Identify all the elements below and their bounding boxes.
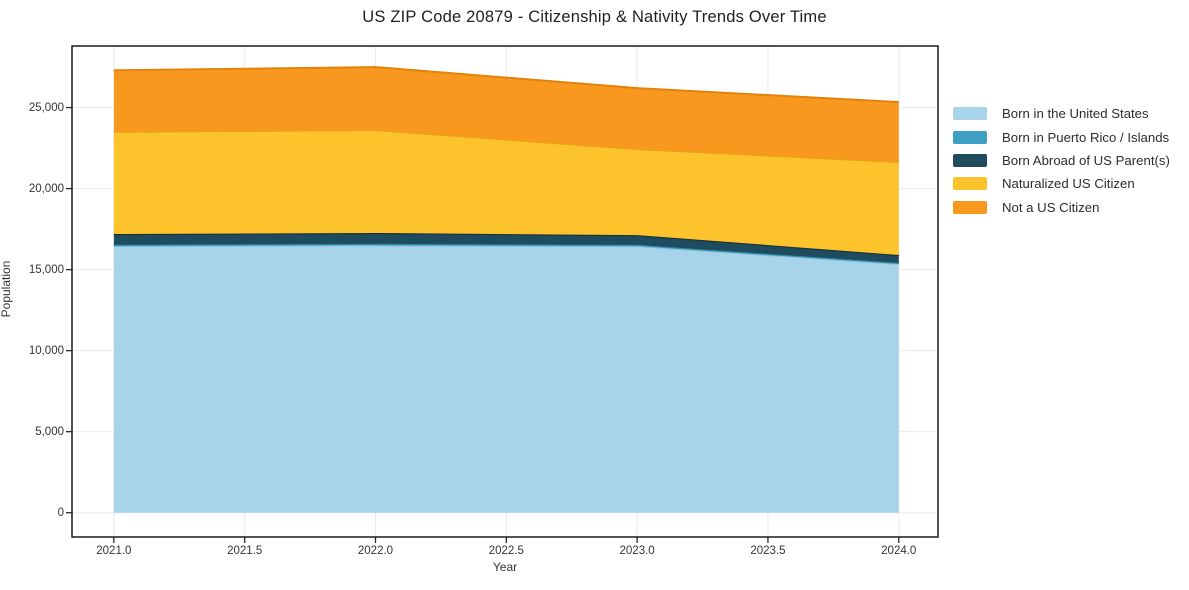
legend-label: Born Abroad of US Parent(s) (1002, 152, 1170, 168)
x-tick-label: 2023.0 (619, 545, 655, 557)
area-edge-not-a-us-citizen (113, 66, 899, 104)
area-naturalized-us-citizen (113, 130, 899, 255)
legend-item-born-in-puerto-rico-islands[interactable]: Born in Puerto Rico / Islands (953, 125, 1170, 148)
x-axis-title: Year (492, 560, 518, 574)
legend-swatch-born-abroad-of-us-parent-s (953, 153, 987, 167)
plot-border (71, 45, 939, 538)
plot-frame (71, 45, 939, 538)
legend-label: Born in the United States (1002, 106, 1149, 122)
x-tick-label: 2021.5 (227, 545, 263, 557)
x-tick-label: 2021.0 (96, 545, 132, 557)
legend-item-not-a-us-citizen[interactable]: Not a US Citizen (953, 196, 1170, 219)
legend-label: Naturalized US Citizen (1002, 176, 1135, 192)
y-axis-title: Population (0, 260, 13, 318)
legend-label: Born in Puerto Rico / Islands (1002, 129, 1170, 145)
legend-item-born-in-the-united-states[interactable]: Born in the United States (953, 102, 1170, 125)
chart-title: US ZIP Code 20879 - Citizenship & Nativi… (362, 8, 827, 26)
x-tick-label: 2022.5 (488, 545, 524, 557)
area-born-in-the-united-states (113, 245, 899, 513)
area-edge-born-in-puerto-rico-islands (113, 242, 899, 264)
legend-label: Not a US Citizen (1002, 199, 1100, 215)
tick-marks (66, 106, 900, 543)
x-tick-label: 2024.0 (881, 545, 917, 557)
x-tick-label: 2022.0 (357, 545, 394, 557)
y-tick-label: 10,000 (28, 344, 64, 357)
legend: Born in the United States Born in Puerto … (953, 102, 1170, 219)
legend-swatch-born-in-puerto-rico-islands (953, 130, 987, 144)
y-tick-label: 20,000 (28, 182, 64, 195)
area-bands (113, 66, 899, 513)
legend-swatch-naturalized-us-citizen (953, 177, 987, 191)
y-tick-label: 5,000 (35, 425, 64, 438)
y-tick-label: 0 (57, 506, 64, 519)
y-tick-label: 15,000 (28, 263, 64, 276)
legend-swatch-born-in-the-united-states (953, 107, 987, 121)
legend-item-naturalized-us-citizen[interactable]: Naturalized US Citizen (953, 172, 1170, 195)
legend-item-born-abroad-of-us-parent-s[interactable]: Born Abroad of US Parent(s) (953, 149, 1170, 172)
y-tick-label: 25,000 (28, 101, 64, 114)
x-tick-label: 2023.5 (750, 545, 786, 557)
legend-swatch-not-a-us-citizen (953, 200, 987, 214)
area-not-a-us-citizen (113, 67, 899, 162)
